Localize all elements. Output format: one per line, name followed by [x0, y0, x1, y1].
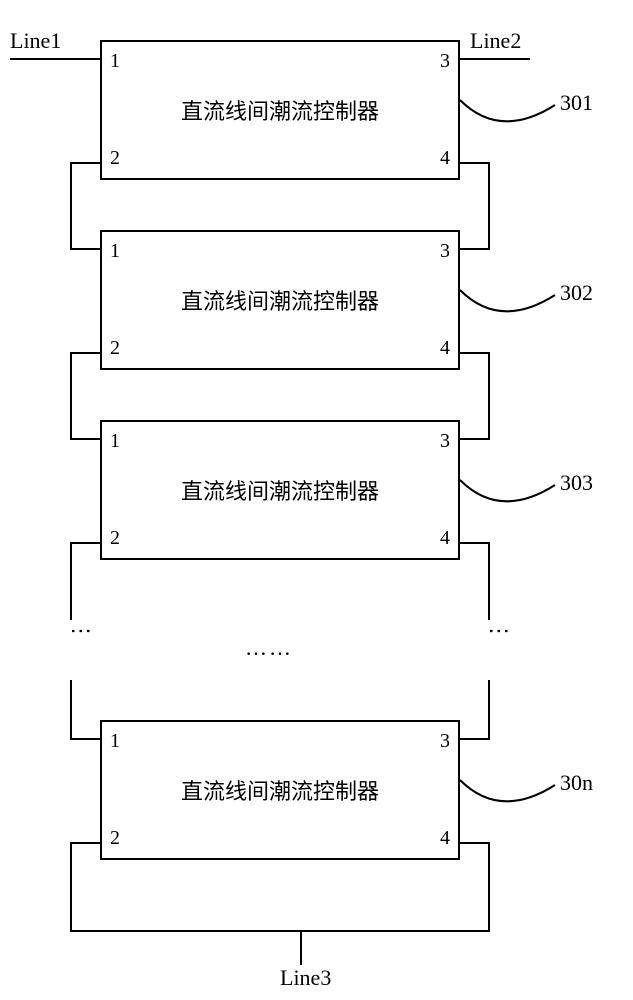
controller-301: 1 2 3 4 直流线间潮流控制器: [100, 40, 460, 180]
stub-303-p3: [460, 438, 490, 440]
line1-wire: [10, 58, 100, 60]
ref-302: 302: [560, 280, 593, 306]
port-3: 3: [440, 430, 450, 453]
port-3: 3: [440, 730, 450, 753]
leader-302: [460, 290, 560, 330]
line3-label: Line3: [280, 965, 331, 991]
dots-right: ⋮: [486, 620, 512, 644]
port-2: 2: [110, 527, 120, 550]
controller-303: 1 2 3 4 直流线间潮流控制器: [100, 420, 460, 560]
stub-302-p3: [460, 248, 490, 250]
stub-301-p2: [70, 162, 100, 164]
line2-label: Line2: [470, 28, 521, 54]
vbus-right-3b: [488, 680, 490, 738]
port-1: 1: [110, 430, 120, 453]
vbus-left-3b: [70, 680, 72, 738]
loop-right-down: [488, 842, 490, 932]
stub-302-p2: [70, 352, 100, 354]
leader-30n: [460, 780, 560, 820]
vbus-right-1: [488, 162, 490, 248]
stub-30n-p4: [460, 842, 490, 844]
stub-303-p1: [70, 438, 100, 440]
port-1: 1: [110, 730, 120, 753]
port-2: 2: [110, 827, 120, 850]
controller-302: 1 2 3 4 直流线间潮流控制器: [100, 230, 460, 370]
controller-title: 直流线间潮流控制器: [181, 94, 379, 126]
port-2: 2: [110, 147, 120, 170]
stub-303-p2: [70, 542, 100, 544]
stub-302-p1: [70, 248, 100, 250]
loop-bottom: [70, 930, 490, 932]
loop-left-down: [70, 842, 72, 932]
stub-30n-p2: [70, 842, 100, 844]
controller-title: 直流线间潮流控制器: [181, 284, 379, 316]
port-3: 3: [440, 240, 450, 263]
controller-30n: 1 2 3 4 直流线间潮流控制器: [100, 720, 460, 860]
port-1: 1: [110, 50, 120, 73]
diagram-canvas: Line1 Line2 1 2 3 4 直流线间潮流控制器 301 1 2 3 …: [0, 0, 633, 1000]
line1-label: Line1: [10, 28, 61, 54]
stub-30n-p3: [460, 738, 490, 740]
line2-wire: [460, 58, 530, 60]
ref-30n: 30n: [560, 770, 593, 796]
controller-title: 直流线间潮流控制器: [181, 774, 379, 806]
vbus-right-3a: [488, 542, 490, 620]
stub-302-p4: [460, 352, 490, 354]
ref-301: 301: [560, 90, 593, 116]
controller-title: 直流线间潮流控制器: [181, 474, 379, 506]
port-2: 2: [110, 337, 120, 360]
port-4: 4: [440, 527, 450, 550]
dots-center: ……: [245, 635, 293, 661]
stub-303-p4: [460, 542, 490, 544]
port-1: 1: [110, 240, 120, 263]
vbus-left-2: [70, 352, 72, 438]
stub-301-p4: [460, 162, 490, 164]
port-4: 4: [440, 337, 450, 360]
port-3: 3: [440, 50, 450, 73]
vbus-left-1: [70, 162, 72, 248]
port-4: 4: [440, 827, 450, 850]
stub-30n-p1: [70, 738, 100, 740]
leader-303: [460, 480, 560, 520]
vbus-left-3a: [70, 542, 72, 620]
leader-301: [460, 100, 560, 140]
port-4: 4: [440, 147, 450, 170]
dots-left: ⋮: [68, 620, 94, 644]
line3-tap: [300, 930, 302, 965]
vbus-right-2: [488, 352, 490, 438]
ref-303: 303: [560, 470, 593, 496]
